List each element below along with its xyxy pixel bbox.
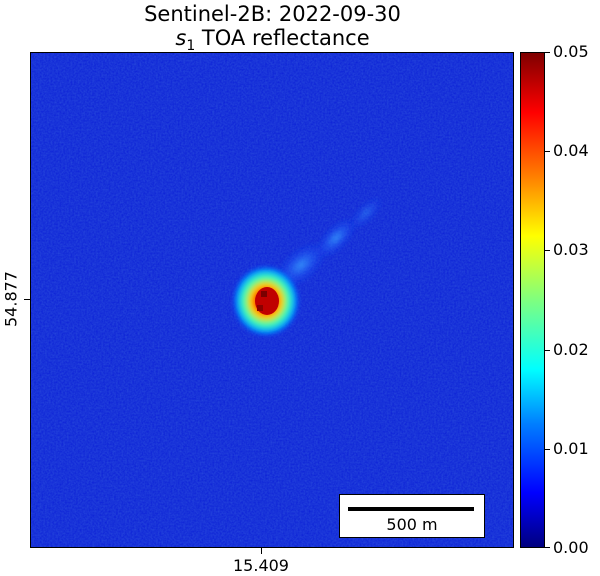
scale-bar-line <box>348 507 474 511</box>
reflectance-map[interactable]: 500 m <box>30 52 514 548</box>
plume-source <box>232 265 300 337</box>
colorbar-tick-label: 0.04 <box>553 141 589 161</box>
colorbar-tick <box>545 547 550 548</box>
colorbar-tick-label: 0.01 <box>553 438 589 458</box>
colorbar-tick <box>545 151 550 153</box>
y-axis-tick-label: 54.877 <box>1 271 21 327</box>
colorbar-tick-label: 0.00 <box>553 538 589 557</box>
scale-bar-label: 500 m <box>386 515 438 534</box>
subtitle-symbol: s <box>175 26 187 50</box>
subtitle-text: TOA reflectance <box>195 26 370 50</box>
colorbar-tick <box>545 52 550 53</box>
x-axis-tick-label: 15.409 <box>233 556 289 575</box>
figure-title: Sentinel-2B: 2022-09-30 <box>144 2 401 26</box>
y-axis-tick <box>24 299 30 300</box>
colorbar-tick <box>545 448 550 450</box>
colorbar-tick-label: 0.03 <box>553 240 589 260</box>
subtitle-subscript: 1 <box>186 38 196 55</box>
scale-bar: 500 m <box>339 494 485 538</box>
reflectance-raster <box>31 53 513 547</box>
colorbar-tick <box>545 349 550 351</box>
colorbar-tick <box>545 250 550 252</box>
x-axis-tick <box>261 548 262 554</box>
colorbar <box>520 52 545 548</box>
figure-subtitle: s1 TOA reflectance <box>0 26 545 58</box>
colorbar-tick-label: 0.02 <box>553 339 589 359</box>
colorbar-tick-label: 0.05 <box>553 42 589 61</box>
